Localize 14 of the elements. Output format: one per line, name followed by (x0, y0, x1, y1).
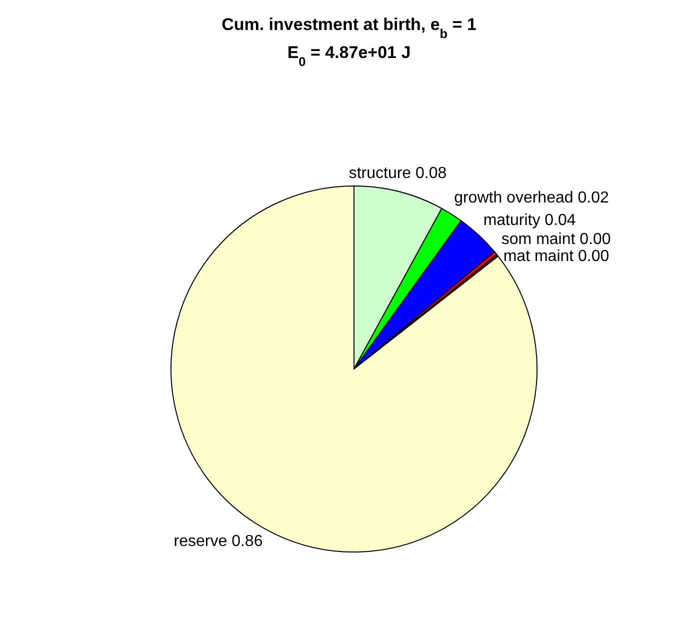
chart-title: Cum. investment at birth, e$_{b}$ = 1 (222, 15, 476, 40)
data-label: 0.08 (416, 165, 447, 182)
data-label: 0.04 (544, 212, 576, 229)
data-label: 0.00 (578, 248, 610, 266)
slice-label: structure (348, 165, 412, 182)
slice-label: maturity (483, 212, 540, 229)
data-label: 0.02 (578, 189, 609, 206)
data-label: 0.86 (232, 533, 263, 550)
slice-label: growth overhead (454, 189, 574, 206)
slice-label: som maint (501, 231, 576, 248)
slice-label: reserve (174, 533, 228, 550)
slice-label: mat maint (503, 248, 574, 266)
data-label: 0.00 (580, 231, 611, 248)
chart-subtitle: E$_{0}$ = 4.87e+01 J (287, 43, 411, 68)
